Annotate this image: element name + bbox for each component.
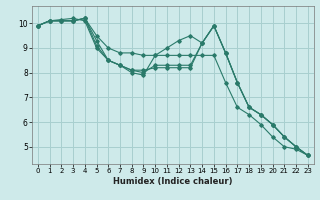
X-axis label: Humidex (Indice chaleur): Humidex (Indice chaleur): [113, 177, 233, 186]
